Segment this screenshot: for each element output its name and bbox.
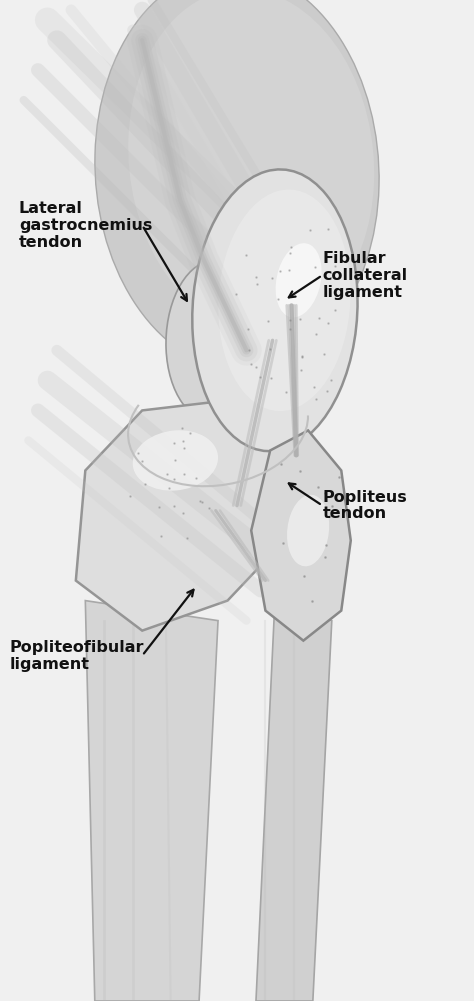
Polygon shape xyxy=(76,400,284,631)
Ellipse shape xyxy=(219,189,350,411)
Polygon shape xyxy=(251,430,351,641)
Text: Popliteus
tendon: Popliteus tendon xyxy=(322,489,407,522)
Polygon shape xyxy=(85,601,218,1001)
Text: Popliteofibular
ligament: Popliteofibular ligament xyxy=(9,640,144,672)
Ellipse shape xyxy=(166,260,261,420)
Ellipse shape xyxy=(276,243,321,317)
Ellipse shape xyxy=(95,0,379,370)
Ellipse shape xyxy=(287,494,329,567)
Ellipse shape xyxy=(192,169,357,451)
Ellipse shape xyxy=(128,0,374,331)
Text: Lateral
gastrocnemius
tendon: Lateral gastrocnemius tendon xyxy=(19,201,152,249)
Polygon shape xyxy=(256,601,332,1001)
Ellipse shape xyxy=(133,430,218,490)
Text: Fibular
collateral
ligament: Fibular collateral ligament xyxy=(322,251,408,299)
